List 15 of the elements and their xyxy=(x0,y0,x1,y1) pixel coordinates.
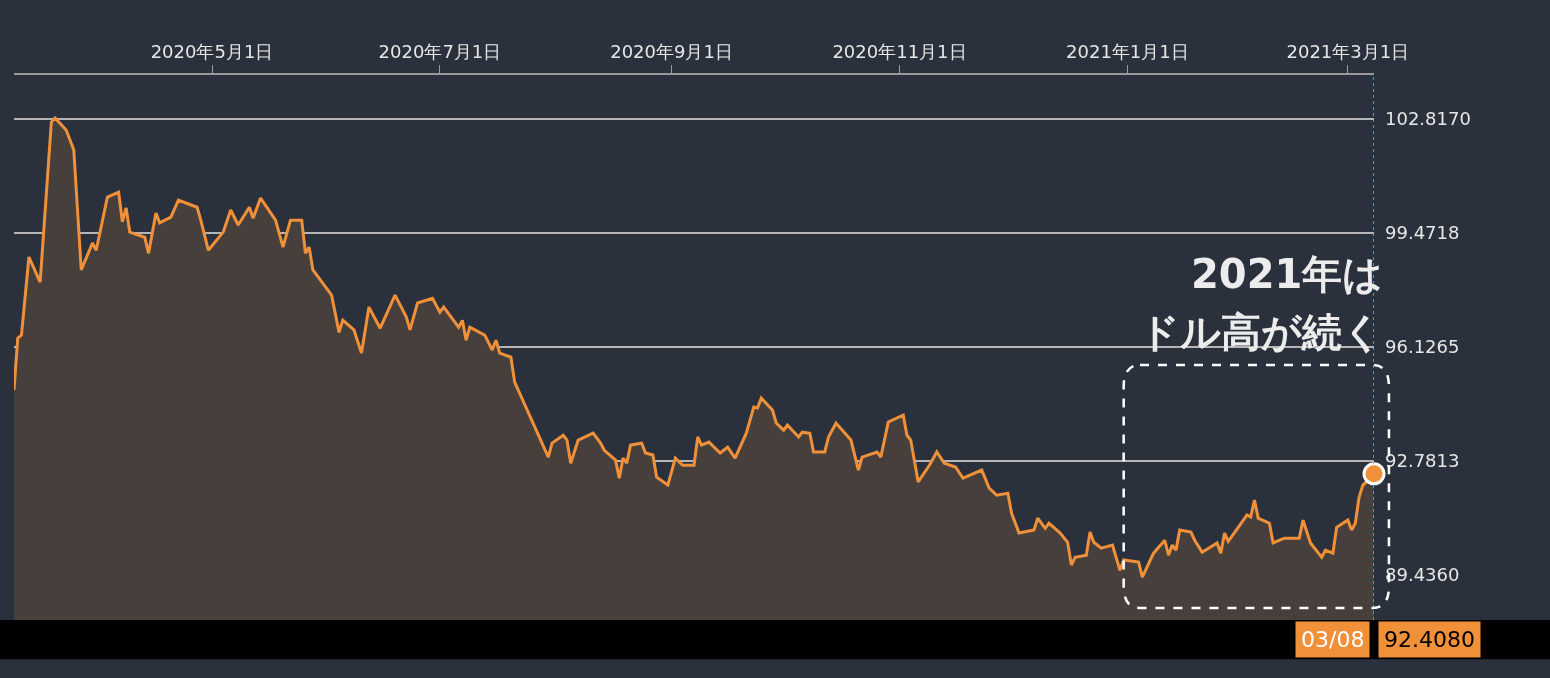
x-tick-label: 2020年7月1日 xyxy=(378,41,502,63)
y-tick-label: 92.7813 xyxy=(1385,450,1460,472)
text: 03/08 xyxy=(1301,627,1365,652)
y-tick-label: 89.4360 xyxy=(1385,564,1460,586)
annotation: ドル高が続く xyxy=(1139,309,1383,355)
x-tick-label: 2020年5月1日 xyxy=(150,41,274,63)
y-tick-label: 99.4718 xyxy=(1385,222,1460,244)
x-tick-label: 2020年11月1日 xyxy=(832,41,967,63)
y-tick-label: 96.1265 xyxy=(1385,336,1460,358)
y-tick-label: 102.8170 xyxy=(1385,108,1471,130)
x-tick-label: 2020年9月1日 xyxy=(610,41,733,63)
text: 92.4080 xyxy=(1384,627,1475,652)
x-tick-label: 2021年3月1日 xyxy=(1286,41,1410,63)
x-tick-label: 2021年1月1日 xyxy=(1066,41,1189,63)
annotation: 2021年は xyxy=(1191,251,1384,297)
